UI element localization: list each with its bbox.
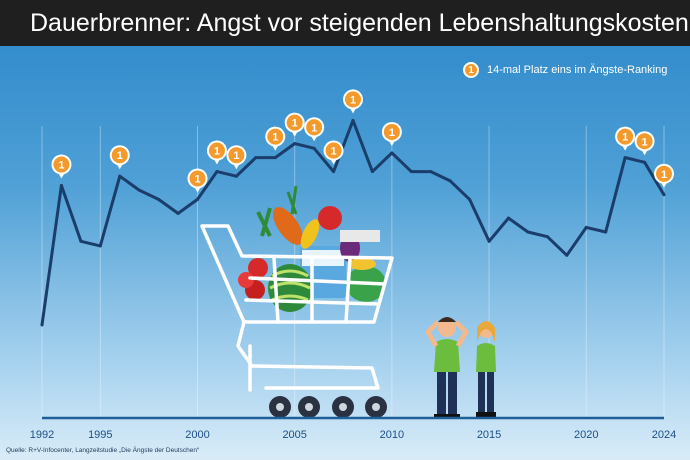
- first-place-marker-2010: 1: [381, 121, 402, 146]
- marker-label: 1: [292, 118, 298, 130]
- marker-label: 1: [331, 146, 337, 158]
- data-point-2014: [468, 197, 472, 201]
- marker-label: 1: [272, 132, 278, 144]
- marker-label: 1: [214, 146, 220, 158]
- legend: 1 14-mal Platz eins im Ängste-Ranking: [463, 60, 667, 80]
- worried-woman-icon: [476, 321, 496, 417]
- shopping-cart-illustration: [200, 185, 496, 419]
- first-place-marker-2000: 1: [187, 168, 208, 193]
- first-place-marker-2004: 1: [265, 126, 286, 151]
- x-axis: 1992 1995 2000 2005 2010 2015 2020 2024: [30, 416, 676, 441]
- title-bar: Dauerbrenner: Angst vor steigenden Leben…: [0, 0, 690, 46]
- data-point-2019: [565, 253, 569, 257]
- marker-disc: [617, 128, 634, 145]
- data-point-2017: [526, 230, 530, 234]
- data-point-2013: [448, 179, 452, 183]
- first-place-marker-2005: 1: [284, 112, 305, 137]
- marker-label: 1: [233, 150, 239, 162]
- data-point-2006: [312, 146, 316, 150]
- x-tick-label-2024: 2024: [652, 429, 676, 441]
- x-tick-label-1992: 1992: [30, 429, 54, 441]
- data-point-2009: [370, 170, 374, 174]
- x-tick-label-2000: 2000: [185, 429, 209, 441]
- first-place-markers: 1 1 1 1 1 1 1 1 1 1 1 1 1 1: [51, 89, 674, 193]
- line-chart: 1 1 1 1 1 1 1 1 1 1 1 1 1 1 1992 1995 2000 2005 2010 2015 2…: [30, 89, 676, 441]
- first-place-marker-icon: 1: [463, 62, 479, 78]
- chart-title: Dauerbrenner: Angst vor steigenden Leben…: [30, 9, 689, 37]
- worried-man-icon: [424, 317, 470, 419]
- x-tick-label-1995: 1995: [88, 429, 112, 441]
- data-point-2003: [254, 156, 258, 160]
- marker-label: 1: [194, 173, 200, 185]
- data-point-2021: [604, 230, 608, 234]
- data-point-2005: [293, 142, 297, 146]
- data-point-2007: [332, 170, 336, 174]
- data-point-1993: [59, 184, 63, 187]
- marker-disc: [267, 128, 284, 145]
- marker-label: 1: [642, 136, 648, 148]
- marker-disc: [189, 170, 206, 187]
- series-line: [40, 118, 666, 327]
- marker-label: 1: [622, 132, 628, 144]
- first-place-marker-2022: 1: [615, 126, 636, 151]
- marker-label: 1: [661, 169, 667, 181]
- marker-disc: [286, 114, 303, 131]
- x-tick-label-2020: 2020: [574, 429, 598, 441]
- marker-disc: [306, 119, 323, 136]
- cart-wheels-icon: [269, 396, 387, 418]
- marker-label: 1: [389, 127, 395, 139]
- data-point-2011: [409, 170, 413, 174]
- data-point-2008: [351, 118, 355, 122]
- marker-disc: [636, 133, 653, 150]
- data-point-1998: [157, 197, 161, 201]
- x-tick-label-2005: 2005: [282, 429, 306, 441]
- first-place-marker-1993: 1: [51, 154, 72, 179]
- first-place-marker-2001: 1: [206, 140, 227, 165]
- first-place-marker-2023: 1: [634, 131, 655, 156]
- x-tick-label-2015: 2015: [477, 429, 501, 441]
- marker-label: 1: [117, 150, 123, 162]
- data-point-2010: [390, 151, 394, 155]
- data-point-2000: [196, 197, 199, 201]
- first-place-marker-2024: 1: [654, 163, 674, 188]
- data-point-1996: [118, 174, 122, 178]
- marker-disc: [228, 147, 245, 164]
- data-point-1999: [176, 211, 180, 215]
- marker-disc: [345, 91, 361, 108]
- data-point-1992: [40, 323, 44, 327]
- data-point-1994: [79, 239, 83, 243]
- first-place-marker-2008: 1: [343, 89, 363, 114]
- data-point-1995: [98, 244, 102, 248]
- marker-disc: [208, 142, 225, 159]
- data-point-2001: [215, 170, 219, 174]
- cart-icon: [200, 224, 394, 392]
- data-point-2004: [273, 156, 277, 160]
- marker-disc: [656, 165, 672, 182]
- data-point-2016: [507, 216, 510, 220]
- data-point-2018: [545, 235, 549, 239]
- data-point-2024: [662, 193, 666, 197]
- first-place-marker-2007: 1: [323, 140, 344, 165]
- marker-disc: [325, 142, 342, 159]
- data-point-2012: [429, 170, 433, 174]
- data-point-2020: [584, 225, 588, 229]
- marker-disc: [53, 156, 70, 173]
- marker-disc: [111, 147, 128, 164]
- x-tick-label-2010: 2010: [380, 429, 404, 441]
- data-point-2023: [643, 160, 647, 164]
- marker-disc: [383, 123, 400, 140]
- marker-label: 1: [311, 122, 317, 134]
- marker-label: 1: [58, 160, 64, 172]
- first-place-marker-1996: 1: [109, 145, 130, 170]
- legend-label: 14-mal Platz eins im Ängste-Ranking: [487, 64, 668, 76]
- first-place-marker-2002: 1: [226, 145, 247, 170]
- source-note: Quelle: R+V-Infocenter, Langzeitstudie „…: [6, 447, 200, 454]
- data-point-2022: [623, 156, 627, 160]
- marker-label: 1: [350, 94, 356, 106]
- first-place-marker-2006: 1: [304, 117, 325, 142]
- data-point-1997: [137, 188, 141, 192]
- data-point-2015: [487, 239, 491, 243]
- data-point-2002: [234, 174, 238, 178]
